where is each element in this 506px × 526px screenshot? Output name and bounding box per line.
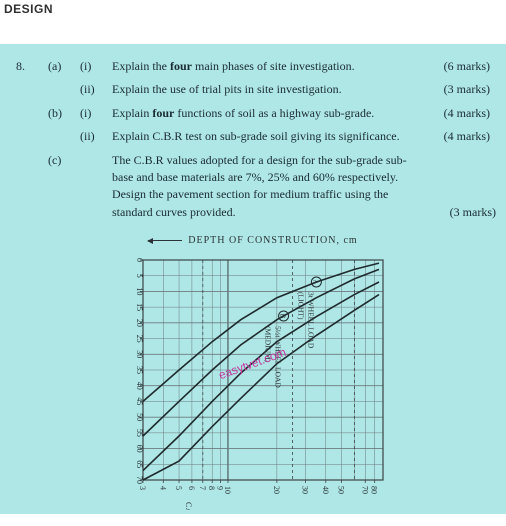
question-text: Explain four functions of soil as a high… [112,105,424,122]
text-pre: Explain the [112,59,170,73]
subpart-label: (i) [80,58,112,75]
curve-label: 3t WHEEL LOAD [306,292,315,349]
x-tick-label: 10 [223,486,232,494]
chart-title: DEPTH OF CONSTRUCTION, cm [188,235,357,246]
q8-b-ii: (ii) Explain C.B.R test on sub-grade soi… [16,128,490,145]
question-text: The C.B.R values adopted for a design fo… [112,152,424,222]
cbr-design-chart: 0510152025303540455055606570345678910203… [103,250,403,510]
curve-badge-letter: B [279,314,287,319]
question-text: Explain C.B.R test on sub-grade soil giv… [112,128,424,145]
x-tick-label: 4 [158,486,167,490]
marks: (3 marks) [424,81,490,98]
x-tick-label: 5 [174,486,183,490]
text-pre: Explain [112,106,152,120]
x-tick-label: 8 [207,486,216,490]
curve-label: (LIGHT) [296,292,305,320]
y-tick-label: 65 [135,460,144,468]
y-tick-label: 25 [135,335,144,343]
y-tick-label: 60 [135,445,144,453]
x-tick-label: 3 [138,486,147,490]
question-8: 8. (a) (i) Explain the four main phases … [16,58,490,221]
marks: (4 marks) [424,128,490,145]
q8-a-i: 8. (a) (i) Explain the four main phases … [16,58,490,75]
question-text: Explain the four main phases of site inv… [112,58,424,75]
x-tick-label: 40 [321,486,330,494]
y-tick-label: 0 [135,258,144,262]
page-header-cutoff: DESIGN [0,0,506,16]
q8-b-i: (b) (i) Explain four functions of soil a… [16,105,490,122]
y-tick-label: 35 [135,366,144,374]
text-pre: Explain the use of trial pits in site in… [112,82,342,96]
text-pre: Explain C.B.R test on sub-grade soil giv… [112,129,400,143]
q8-a-ii: (ii) Explain the use of trial pits in si… [16,81,490,98]
marks: (6 marks) [424,58,490,75]
marks: (3 marks) [430,204,496,221]
x-tick-label: 80 [370,486,379,494]
x-tick-label: 30 [300,486,309,494]
x-tick-label: 20 [272,486,281,494]
question-number: 8. [16,58,48,75]
y-tick-label: 5 [135,274,144,278]
y-tick-label: 10 [135,288,144,296]
chart-x-title-row: DEPTH OF CONSTRUCTION, cm [148,235,357,246]
x-tick-label: 6 [187,486,196,490]
x-tick-label: 70 [360,486,369,494]
x-axis-label: CALIFORNIA BEARING RATIO, % — (Log Scale… [184,502,193,510]
y-tick-label: 45 [135,398,144,406]
text-bold: four [170,59,192,73]
part-label: (c) [48,152,80,169]
y-tick-label: 55 [135,429,144,437]
question-text: Explain the use of trial pits in site in… [112,81,424,98]
y-tick-label: 20 [135,319,144,327]
x-tick-label: 50 [337,486,346,494]
part-label: (b) [48,105,80,122]
y-tick-label: 40 [135,382,144,390]
exam-page-scan: 8. (a) (i) Explain the four main phases … [0,44,506,514]
arrow-left-icon [148,240,182,241]
q8-c: (c) The C.B.R values adopted for a desig… [16,152,490,222]
subpart-label: (i) [80,105,112,122]
cbr-chart-area: DEPTH OF CONSTRUCTION, cm 05101520253035… [16,235,490,510]
subpart-label: (ii) [80,81,112,98]
y-tick-label: 50 [135,413,144,421]
y-tick-label: 15 [135,303,144,311]
text-bold: four [152,106,174,120]
y-tick-label: 30 [135,350,144,358]
text-post: main phases of site investigation. [192,59,355,73]
text-post: functions of soil as a highway sub-grade… [174,106,374,120]
text-body: The C.B.R values adopted for a design fo… [112,153,407,219]
subpart-label: (ii) [80,128,112,145]
x-tick-label: 7 [198,486,207,490]
marks: (4 marks) [424,105,490,122]
part-label: (a) [48,58,80,75]
curve-badge-letter: A [311,280,319,285]
